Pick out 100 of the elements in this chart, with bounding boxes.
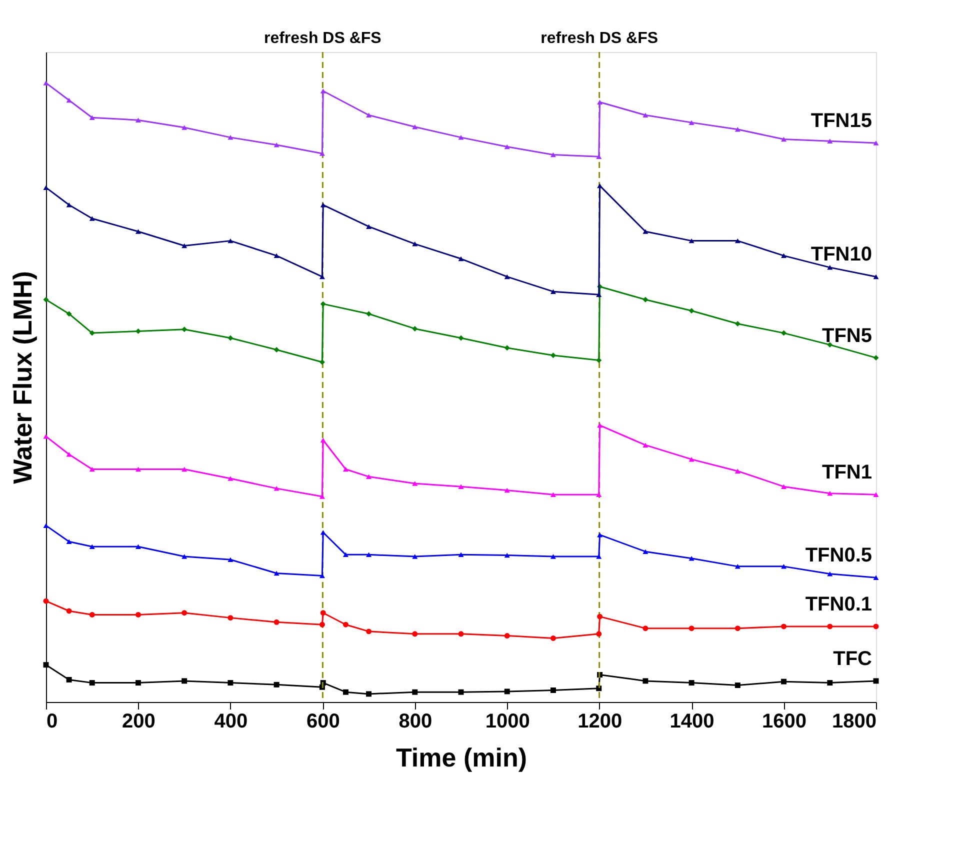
point	[827, 624, 833, 630]
point	[597, 100, 603, 105]
point	[458, 552, 464, 558]
point	[458, 689, 464, 695]
x-tick-label: 400	[214, 710, 248, 732]
point	[43, 523, 49, 528]
point	[781, 564, 787, 569]
point	[596, 358, 602, 364]
point	[734, 321, 740, 326]
point	[688, 456, 694, 462]
point	[66, 676, 72, 682]
point	[89, 115, 95, 120]
point	[827, 571, 833, 576]
point	[873, 624, 879, 630]
point	[458, 256, 464, 262]
y-axis-title: Water Flux (LMH)	[8, 271, 38, 484]
point	[366, 224, 372, 229]
point	[781, 253, 787, 258]
point	[135, 466, 141, 472]
point	[66, 311, 72, 317]
point	[642, 229, 648, 234]
point	[228, 476, 234, 481]
point	[458, 631, 464, 637]
point	[642, 296, 648, 302]
point	[458, 484, 464, 489]
point	[320, 438, 326, 443]
point	[504, 274, 510, 280]
point	[274, 570, 280, 576]
point	[642, 626, 648, 632]
point	[43, 80, 49, 86]
point	[412, 124, 418, 130]
point	[366, 628, 372, 634]
point	[66, 202, 72, 208]
point	[89, 330, 95, 336]
point	[366, 474, 372, 480]
point	[504, 144, 510, 150]
point	[274, 347, 280, 352]
point	[320, 610, 326, 616]
series-label: TFN1	[822, 462, 872, 484]
x-tick-label: 1000	[485, 710, 530, 732]
point	[597, 422, 603, 428]
point	[89, 680, 95, 686]
point	[135, 328, 141, 334]
series-label: TFN0.1	[805, 593, 872, 616]
point	[504, 633, 510, 638]
point	[135, 680, 141, 686]
point	[89, 216, 95, 221]
point	[366, 112, 372, 118]
point	[550, 152, 556, 158]
point	[504, 488, 510, 493]
point	[182, 554, 188, 559]
x-tick-label: 200	[122, 710, 156, 732]
x-tick-label: 600	[306, 710, 340, 732]
point	[827, 138, 833, 144]
point	[274, 486, 280, 491]
series-label: TFN5	[822, 324, 872, 347]
point	[412, 554, 418, 559]
point	[320, 202, 326, 208]
point	[274, 619, 280, 625]
point	[43, 598, 49, 604]
point	[320, 301, 326, 307]
point	[342, 689, 348, 695]
point	[182, 466, 188, 472]
point	[781, 484, 787, 489]
point	[827, 491, 833, 496]
point	[182, 125, 188, 130]
series-label: TFN15	[810, 110, 872, 132]
ref-line-label: refresh DS &FS	[264, 30, 382, 47]
point	[319, 622, 325, 628]
point	[734, 682, 740, 688]
point	[873, 492, 879, 497]
point	[781, 678, 787, 684]
point	[873, 140, 879, 146]
point	[228, 335, 234, 341]
point	[228, 135, 234, 140]
point	[342, 552, 348, 558]
point	[597, 614, 603, 620]
point	[827, 265, 833, 270]
point	[412, 326, 418, 332]
point	[873, 678, 879, 684]
point	[182, 243, 188, 248]
point	[642, 442, 648, 448]
point	[597, 532, 603, 538]
point	[734, 468, 740, 474]
point	[550, 352, 556, 358]
point	[873, 575, 879, 580]
point	[642, 549, 648, 554]
series-label: TFN0.5	[805, 544, 872, 567]
point	[458, 135, 464, 140]
series-label: TFC	[833, 648, 872, 670]
point	[228, 238, 234, 244]
point	[642, 678, 648, 684]
point	[66, 539, 72, 544]
point	[412, 689, 418, 695]
point	[320, 88, 326, 94]
point	[135, 612, 141, 618]
point	[412, 242, 418, 246]
x-axis-title: Time (min)	[396, 742, 527, 772]
point	[366, 311, 372, 317]
point	[550, 688, 556, 693]
